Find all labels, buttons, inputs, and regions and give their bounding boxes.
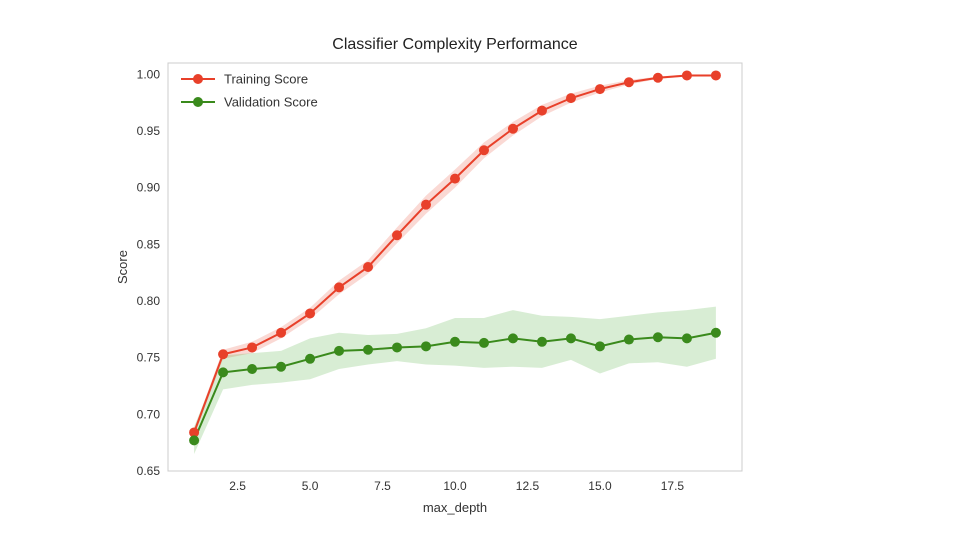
training-score-point: [421, 199, 432, 210]
training-score-point: [594, 84, 605, 95]
y-tick-label: 1.00: [137, 67, 161, 81]
y-tick-label: 0.90: [137, 181, 161, 195]
training-score-point: [536, 105, 547, 116]
training-score-point: [276, 327, 287, 338]
training-score-point: [710, 70, 721, 81]
validation-score-point: [392, 342, 403, 353]
validation-score-point: [652, 332, 663, 343]
validation-score-point: [334, 345, 345, 356]
validation-score-legend-label: Validation Score: [224, 95, 318, 110]
validation-score-band: [194, 306, 716, 454]
y-tick-label: 0.75: [137, 351, 161, 365]
training-score-point: [507, 123, 518, 134]
series-points: [189, 70, 721, 446]
training-score-legend-marker: [193, 74, 203, 84]
validation-score-point: [478, 337, 489, 348]
y-tick-label: 0.65: [137, 464, 161, 478]
y-tick-label: 0.80: [137, 294, 161, 308]
validation-score-point: [421, 341, 432, 352]
validation-score-point: [276, 361, 287, 372]
x-axis-ticks: 2.5 5.0 7.5 10.0 12.5 15.0 17.5: [229, 479, 684, 493]
training-score-point: [247, 342, 258, 353]
y-tick-label: 0.95: [137, 124, 161, 138]
x-axis-label: max_depth: [423, 500, 487, 515]
validation-score-point: [189, 435, 200, 446]
training-score-point: [681, 70, 692, 81]
plot-area: [167, 62, 743, 472]
training-score-point: [305, 308, 316, 319]
legend: Training Score Validation Score: [181, 72, 318, 110]
x-tick-label: 17.5: [661, 479, 685, 493]
x-tick-label: 5.0: [302, 479, 319, 493]
validation-score-point: [623, 334, 634, 345]
training-score-point: [623, 77, 634, 88]
validation-score-point: [536, 336, 547, 347]
confidence-bands: [194, 74, 716, 454]
validation-score-point: [681, 333, 692, 344]
training-score-point: [652, 72, 663, 83]
validation-score-point: [247, 364, 258, 374]
y-tick-label: 0.85: [137, 237, 161, 251]
training-score-point: [189, 427, 200, 438]
validation-score-point: [305, 353, 316, 364]
y-axis-ticks: 0.65 0.70 0.75 0.80 0.85 0.90 0.95 1.00: [137, 67, 161, 478]
validation-score-point: [565, 333, 576, 344]
x-tick-label: 15.0: [588, 479, 612, 493]
training-score-point: [392, 230, 403, 241]
training-score-legend-label: Training Score: [224, 72, 308, 87]
training-score-point: [478, 145, 489, 156]
validation-score-point: [218, 367, 229, 378]
validation-score-point: [710, 327, 721, 338]
y-axis-label: Score: [115, 250, 130, 284]
x-tick-label: 12.5: [516, 479, 540, 493]
x-tick-label: 7.5: [374, 479, 391, 493]
validation-score-point: [594, 341, 605, 352]
training-score-point: [450, 173, 460, 184]
x-tick-label: 10.0: [443, 479, 467, 493]
validation-score-legend-marker: [193, 97, 203, 107]
x-tick-label: 2.5: [229, 479, 246, 493]
training-score-point: [218, 349, 229, 360]
training-score-point: [334, 282, 345, 293]
validation-score-point: [450, 336, 460, 347]
chart-title: Classifier Complexity Performance: [332, 36, 578, 53]
training-score-point: [565, 93, 576, 104]
training-score-point: [363, 262, 374, 272]
validation-score-point: [363, 344, 374, 355]
validation-score-point: [507, 333, 518, 344]
y-tick-label: 0.70: [137, 407, 161, 421]
